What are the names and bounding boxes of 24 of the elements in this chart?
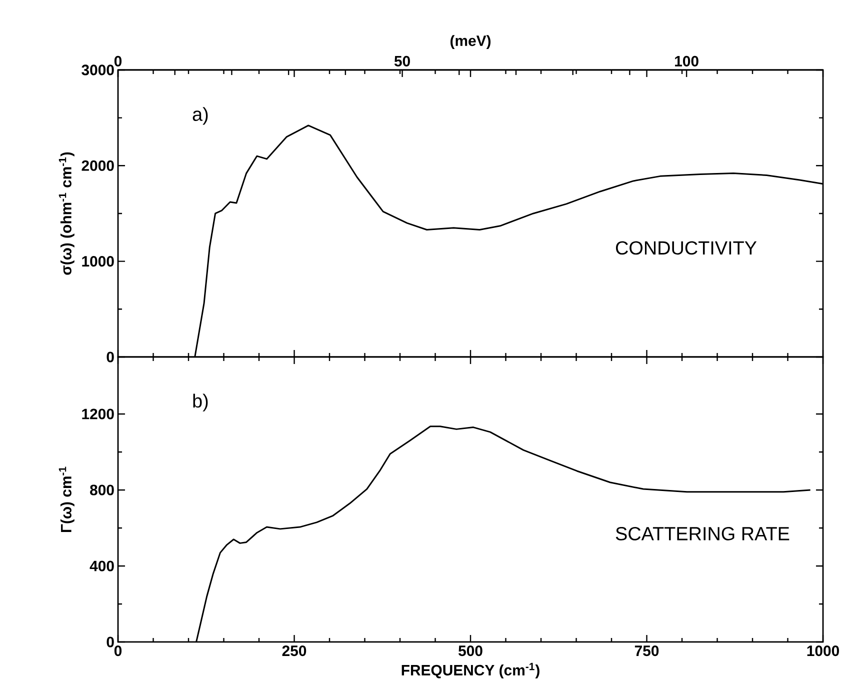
y-tick-label: 0 <box>106 352 114 362</box>
y-tick-label: 1000 <box>82 256 114 267</box>
x-tick-label: 1000 <box>807 646 840 656</box>
y-tick-label: 1200 <box>82 408 114 420</box>
y-tick-label: 2000 <box>82 160 114 171</box>
x-tick-label: 0 <box>114 646 122 656</box>
x-tick-label: 750 <box>634 646 659 656</box>
x-tick-label: 250 <box>282 646 306 656</box>
annotation: CONDUCTIVITY <box>616 241 757 255</box>
x2-tick-label: 100 <box>675 56 698 66</box>
annotation: b) <box>193 394 208 412</box>
y-tick-label: 0 <box>106 636 114 648</box>
x-tick-label: 500 <box>458 646 482 656</box>
annotation: a) <box>192 107 208 125</box>
annotation: SCATTERING RATE <box>616 526 790 540</box>
y-tick-label: 400 <box>90 560 114 572</box>
x2-axis-title: (meV) <box>450 35 491 50</box>
y-tick-label: 3000 <box>82 64 114 76</box>
y-axis-title: σ(ω) (ohm$^{-1}$ cm$^{-1}$) <box>58 152 74 275</box>
x-axis-title: FREQUENCY (cm$^{-1}$) <box>402 662 540 678</box>
y-axis-title: Γ(ω) cm$^{-1}$ <box>58 466 74 532</box>
x2-tick-label: 50 <box>394 56 410 66</box>
y-tick-label: 800 <box>90 484 114 496</box>
x2-tick-label: 0 <box>114 56 122 66</box>
